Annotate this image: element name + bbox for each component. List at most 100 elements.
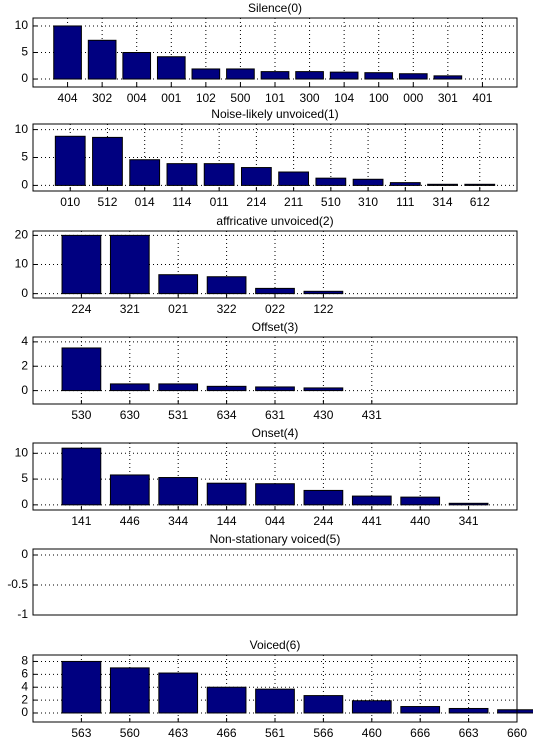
x-tick-label: 111 [396,195,415,209]
bar [427,183,458,186]
bar [109,383,150,392]
bar [129,159,161,186]
bar [158,383,199,392]
x-tick-label: 563 [71,726,91,740]
x-tick-label: 144 [217,514,237,528]
x-tick-label: 101 [265,91,285,105]
bar [166,163,198,186]
x-tick-label: 531 [168,408,188,422]
axes-frame [32,654,518,723]
x-tick-label: 441 [362,514,382,528]
bar [389,182,421,186]
y-tick-label: 10 [15,257,29,271]
x-tick-label: 321 [120,302,140,316]
bar [255,386,295,392]
x-tick-label: 404 [58,91,78,105]
x-tick-label: 001 [161,91,181,105]
axes-frame [32,336,518,405]
x-tick-label: 500 [230,91,250,105]
x-tick-label: 004 [127,91,147,105]
x-tick-label: 446 [120,514,140,528]
bar [278,171,310,186]
subplot-title: Voiced(6) [250,638,301,652]
y-tick-label: 2 [21,692,28,706]
bar [329,71,359,80]
bar [448,502,489,506]
y-tick-label: 10 [15,122,29,136]
x-tick-label: 431 [362,408,382,422]
x-tick-label: 014 [135,195,155,209]
bar [295,71,324,80]
bar [109,234,150,295]
subplot-title: Non-stationary voiced(5) [210,532,341,546]
x-tick-label: 666 [410,726,430,740]
x-tick-label: 301 [438,91,458,105]
bar [109,474,150,506]
y-tick-label: 0 [21,497,28,511]
bar [464,183,496,186]
bar [87,39,117,80]
subplot-title: affricative unvoiced(2) [216,214,333,228]
y-tick-label: 5 [21,150,28,164]
x-tick-label: 021 [168,302,188,316]
bar [206,482,247,506]
x-tick-label: 401 [472,91,492,105]
y-tick-label: 2 [21,358,28,372]
y-tick-label: -1 [17,607,28,621]
bar [497,709,533,714]
x-tick-label: 663 [459,726,479,740]
x-tick-label: 566 [313,726,333,740]
x-tick-label: 244 [313,514,333,528]
bar [351,700,392,714]
bar [255,287,295,295]
bar [61,447,102,506]
x-tick-label: 141 [71,514,91,528]
bar [53,25,82,80]
x-tick-label: 512 [97,195,117,209]
y-tick-label: 5 [21,471,28,485]
y-tick-label: -0.5 [7,577,28,591]
y-tick-label: 10 [15,445,29,459]
bar [364,72,394,80]
axes-frame [32,442,518,511]
x-tick-label: 011 [210,195,229,209]
y-tick-label: 0 [21,178,28,192]
bar [158,477,199,506]
x-tick-label: 100 [369,91,389,105]
axes-background [33,549,517,615]
x-tick-label: 530 [71,408,91,422]
bar [240,167,272,186]
x-tick-label: 344 [168,514,188,528]
axes-frame [32,123,518,192]
x-tick-label: 510 [321,195,341,209]
y-tick-label: 20 [15,228,29,242]
y-tick-label: 10 [15,18,29,32]
bar [255,688,295,714]
bar [400,706,441,714]
bar [156,56,186,80]
y-tick-label: 4 [21,334,28,348]
x-tick-label: 634 [217,408,237,422]
x-tick-label: 561 [265,726,285,740]
x-tick-label: 010 [60,195,80,209]
y-tick-label: 6 [21,666,28,680]
x-tick-label: 104 [334,91,354,105]
x-tick-label: 300 [300,91,320,105]
bar [203,163,235,186]
subplot-title: Onset(4) [252,426,299,440]
x-tick-label: 440 [410,514,430,528]
y-tick-label: 0 [21,383,28,397]
axes-frame [32,17,518,88]
bar [352,178,384,186]
bar [61,234,102,295]
x-tick-label: 114 [172,195,191,209]
x-tick-label: 560 [120,726,140,740]
x-tick-label: 630 [120,408,140,422]
bar [206,276,247,295]
x-tick-label: 022 [265,302,285,316]
x-tick-label: 430 [313,408,333,422]
x-tick-label: 314 [433,195,453,209]
bar [303,695,344,714]
x-tick-label: 302 [92,91,112,105]
bar [191,68,221,80]
